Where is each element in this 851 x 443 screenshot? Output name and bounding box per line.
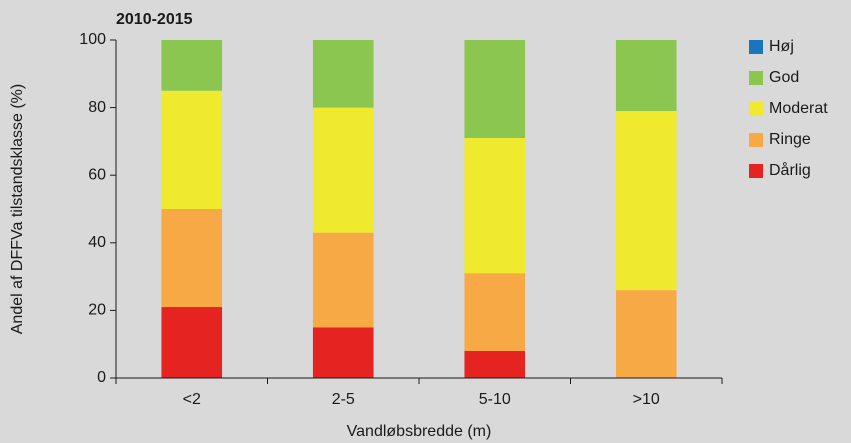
bar-segment <box>615 290 677 378</box>
bar-segment <box>464 273 526 351</box>
bar-segment <box>161 90 223 209</box>
bar-segment <box>161 40 223 91</box>
y-tick-label: 60 <box>88 166 106 183</box>
x-tick-label: >10 <box>633 391 660 408</box>
legend-label: God <box>769 69 799 86</box>
legend-swatch <box>749 164 763 178</box>
y-tick-label: 80 <box>88 99 106 116</box>
y-tick-label: 0 <box>97 369 106 386</box>
x-axis-label: Vandløbsbredde (m) <box>347 423 492 440</box>
bar-segment <box>312 232 374 328</box>
legend-swatch <box>749 71 763 85</box>
x-tick-label: <2 <box>183 391 201 408</box>
legend-label: Ringe <box>769 131 811 148</box>
legend-swatch <box>749 133 763 147</box>
bar-segment <box>464 40 526 139</box>
bar-segment <box>161 209 223 308</box>
chart-title: 2010-2015 <box>116 11 193 28</box>
y-tick-label: 20 <box>88 302 106 319</box>
bar-segment <box>312 107 374 233</box>
x-tick-label: 2-5 <box>332 391 355 408</box>
legend-label: Moderat <box>769 100 828 117</box>
bar-segment <box>161 307 223 378</box>
legend-swatch <box>749 40 763 54</box>
bar-segment <box>312 327 374 378</box>
x-tick-label: 5-10 <box>479 391 511 408</box>
y-tick-label: 40 <box>88 234 106 251</box>
bar-segment <box>615 110 677 291</box>
legend-label: Dårlig <box>769 161 811 179</box>
legend-swatch <box>749 102 763 116</box>
bar-segment <box>464 138 526 274</box>
y-axis-label: Andel af DFFVa tilstandsklasse (%) <box>9 84 26 334</box>
bar-segment <box>312 40 374 108</box>
legend-label: Høj <box>769 38 794 55</box>
y-tick-label: 100 <box>79 31 106 48</box>
bar-segment <box>464 350 526 378</box>
bar-segment <box>615 40 677 111</box>
